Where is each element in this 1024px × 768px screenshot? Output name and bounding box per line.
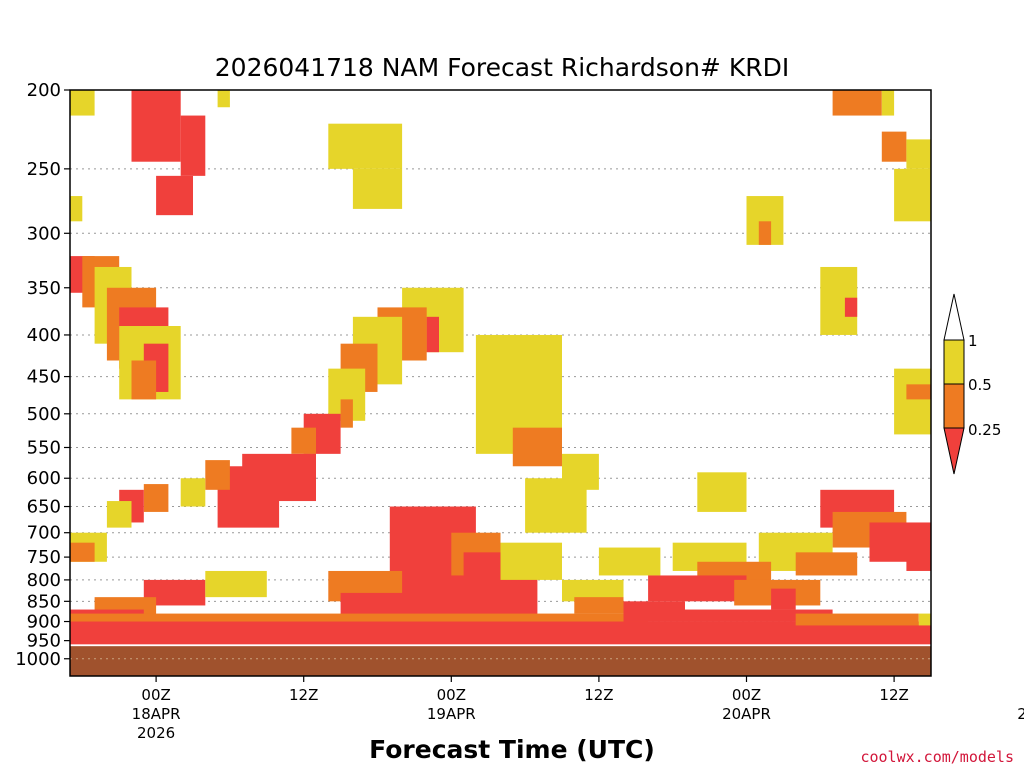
richardson-cell	[217, 90, 230, 108]
legend-bin-0-5-1	[943, 339, 965, 385]
x-tick-label: 12Z	[584, 686, 613, 704]
richardson-cell	[131, 90, 181, 162]
richardson-cell	[156, 175, 193, 216]
x-axis: 00Z18APR202612Z00Z19APR12Z00Z20APR12Z00Z…	[132, 676, 1024, 742]
y-tick-label: 400	[27, 325, 61, 346]
y-tick-label: 450	[27, 367, 61, 388]
plot-frame	[69, 89, 932, 677]
y-tick-label: 950	[27, 631, 61, 652]
richardson-cell	[562, 453, 599, 490]
y-tick-label: 250	[27, 159, 61, 180]
y-tick-label: 600	[27, 468, 61, 489]
chart-title: 2026041718 NAM Forecast Richardson# KRDI	[215, 53, 789, 82]
x-tick-label: 12Z	[879, 686, 908, 704]
richardson-cell	[143, 484, 169, 512]
richardson-cell	[623, 609, 833, 622]
legend: 1 0.5 0.25	[943, 293, 1001, 475]
richardson-cell	[70, 542, 95, 562]
x-tick-label: 00Z	[732, 686, 761, 704]
x-date-label: 19APR	[427, 705, 476, 723]
y-tick-label: 750	[27, 547, 61, 568]
legend-bin-below-0-25	[943, 427, 965, 475]
y-tick-label: 200	[27, 80, 61, 101]
richardson-cell	[832, 90, 882, 116]
y-tick-label: 550	[27, 437, 61, 458]
richardson-cell	[574, 597, 624, 614]
richardson-cell	[881, 90, 895, 116]
x-axis-title: Forecast Time (UTC)	[369, 735, 655, 764]
credit-link[interactable]: coolwx.com/models	[860, 748, 1014, 766]
richardson-cell	[340, 399, 353, 428]
y-tick-label: 900	[27, 612, 61, 633]
y-tick-label: 800	[27, 570, 61, 591]
richardson-cell	[795, 552, 858, 576]
richardson-cell	[894, 368, 931, 435]
richardson-cell	[562, 579, 624, 602]
richardson-cell	[918, 613, 931, 626]
legend-level-label: 0.5	[968, 376, 992, 394]
richardson-cell	[328, 123, 403, 169]
richardson-cell	[906, 552, 931, 571]
richardson-cell	[894, 168, 931, 222]
richardson-cell	[205, 460, 230, 490]
x-tick-label: 12Z	[289, 686, 318, 704]
y-tick-label: 300	[27, 223, 61, 244]
y-tick-label: 1000	[15, 649, 61, 670]
richardson-cell	[881, 131, 907, 162]
x-date-label: 20APR	[722, 705, 771, 723]
y-tick-label: 500	[27, 404, 61, 425]
richardson-cell	[906, 384, 931, 400]
y-tick-label: 350	[27, 278, 61, 299]
richardson-cell	[771, 588, 796, 610]
richardson-cell	[180, 115, 206, 176]
richardson-cell	[131, 360, 157, 400]
x-year-label: 2026	[137, 724, 175, 742]
richardson-cell	[70, 621, 931, 645]
richardson-cell	[795, 613, 919, 626]
richardson-cell	[340, 592, 415, 618]
richardson-cell	[512, 427, 562, 467]
y-tick-label: 700	[27, 523, 61, 544]
richardson-cell	[291, 427, 316, 454]
x-date-label: 21APR	[1017, 705, 1024, 723]
richardson-cell	[180, 478, 206, 507]
x-date-label: 18APR	[132, 705, 181, 723]
y-axis: 200 250 300 350 400 450 500 550 600 650 700 7508008…	[15, 80, 70, 670]
richardson-cell	[844, 297, 858, 317]
legend-level-label: 0.25	[968, 421, 1001, 439]
richardson-cell	[106, 501, 132, 528]
y-tick-label: 850	[27, 591, 61, 612]
ground-fill	[70, 646, 931, 676]
richardson-cell	[352, 168, 403, 209]
legend-bin-above-1	[943, 293, 965, 341]
x-tick-label: 00Z	[141, 686, 170, 704]
richardson-cell	[205, 570, 267, 598]
richardson-cell	[70, 90, 95, 116]
legend-level-label: 1	[968, 332, 978, 350]
plot-area	[69, 89, 932, 677]
richardson-cell	[70, 196, 83, 222]
legend-bin-0-25-0-5	[943, 383, 965, 429]
richardson-cell	[598, 547, 661, 576]
richardson-cell	[906, 139, 931, 169]
x-tick-label: 00Z	[437, 686, 466, 704]
richardson-cell	[426, 316, 439, 353]
richardson-cell	[758, 221, 772, 245]
richardson-cell	[697, 472, 747, 512]
richardson-cell	[500, 542, 562, 580]
y-tick-label: 650	[27, 497, 61, 518]
richardson-cell	[648, 575, 747, 602]
